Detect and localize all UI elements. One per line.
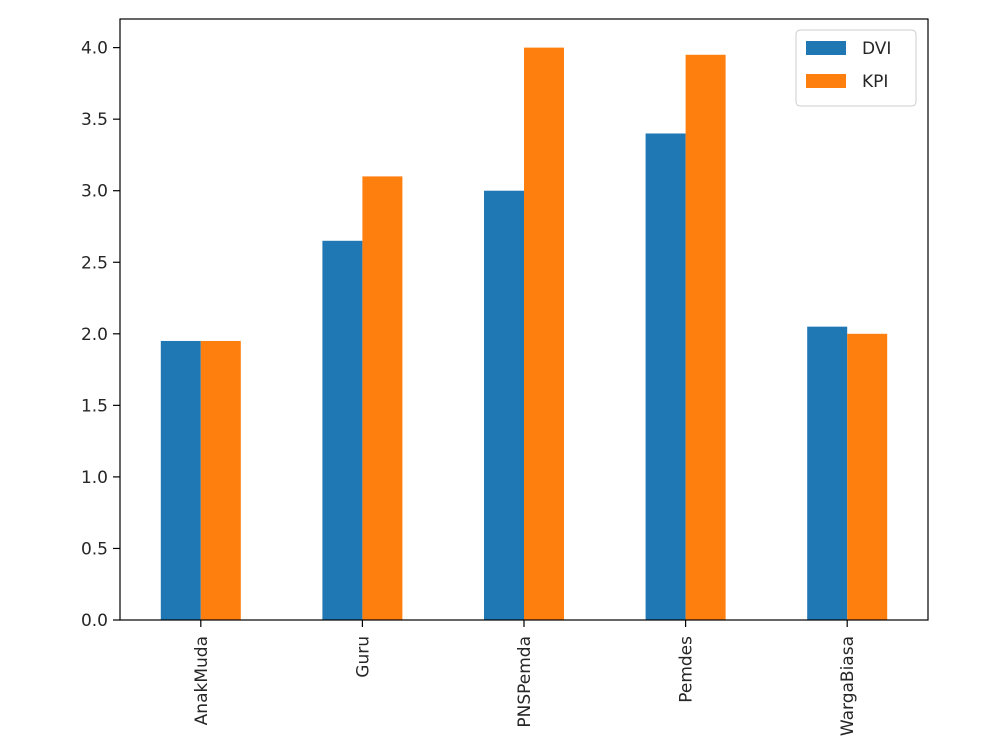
y-tick-label: 2.5 [81, 253, 108, 273]
bar-dvi-pemdes [645, 133, 686, 620]
x-tick-label: Guru [353, 636, 373, 678]
y-tick-label: 4.0 [81, 39, 108, 59]
bar-kpi-pemdes [685, 54, 726, 621]
bars-layer [160, 47, 888, 621]
x-tick-label: PNSPemda [515, 636, 535, 728]
x-tick-label: Pemdes [677, 636, 697, 703]
bar-kpi-pnspemda [524, 47, 564, 621]
y-tick-label: 0.0 [81, 611, 108, 631]
bar-kpi-wargabiasa [847, 333, 888, 620]
legend: DVI KPI [795, 29, 917, 107]
bar-dvi-anakmuda [160, 340, 201, 620]
y-tick-label: 1.5 [81, 396, 108, 416]
legend-label-kpi: KPI [862, 72, 888, 92]
axes-layer: 0.0 0.5 1.0 1.5 2.0 2.5 3.0 3.5 4.0 AnakMuda Guru P… [81, 18, 929, 736]
bar-dvi-pnspemda [484, 190, 524, 620]
bar-dvi-wargabiasa [807, 326, 848, 620]
y-tick-label: 3.0 [81, 182, 108, 202]
y-tick-label: 2.0 [81, 325, 108, 345]
legend-label-dvi: DVI [862, 39, 891, 59]
legend-swatch-dvi [806, 41, 846, 55]
y-tick-label: 1.0 [81, 468, 108, 488]
bar-kpi-guru [362, 176, 403, 620]
x-tick-label: AnakMuda [192, 636, 212, 725]
x-tick-label: WargaBiasa [838, 636, 858, 736]
y-tick-label: 3.5 [81, 110, 108, 130]
bar-kpi-anakmuda [200, 340, 241, 620]
bar-dvi-guru [322, 240, 363, 621]
legend-swatch-kpi [806, 74, 846, 88]
y-tick-label: 0.5 [81, 539, 108, 559]
